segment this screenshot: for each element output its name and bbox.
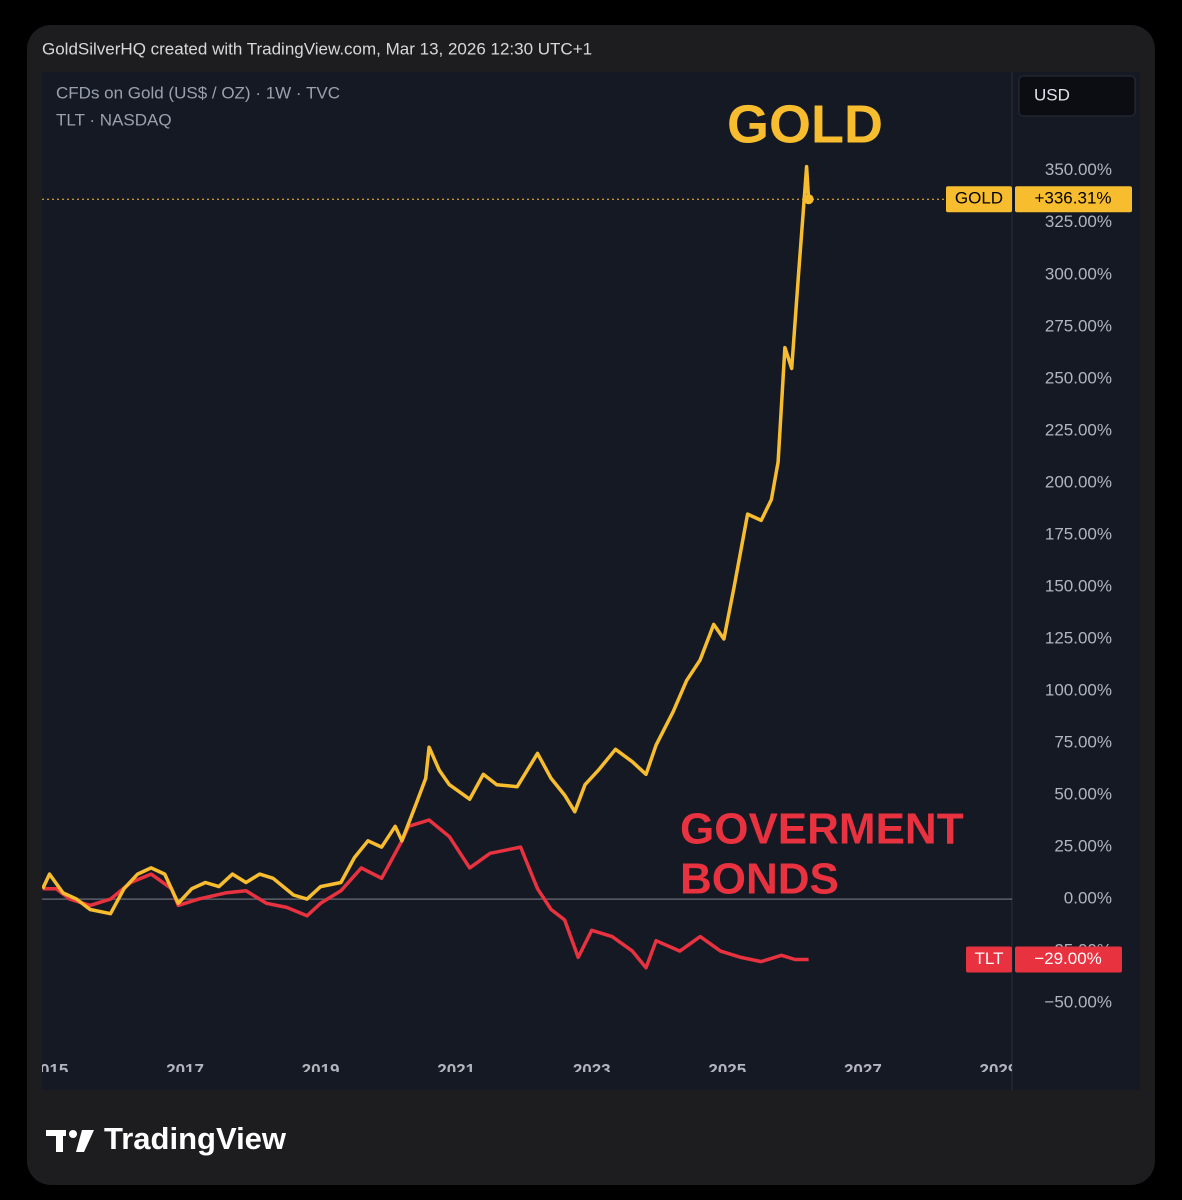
value-badge [1015, 186, 1132, 213]
x-tick-label: 2027 [844, 1060, 882, 1079]
value-badge [1015, 946, 1122, 973]
y-tick-label: 100.00% [1045, 680, 1112, 699]
y-tick-label: 150.00% [1045, 576, 1112, 595]
series-badge [966, 946, 1012, 973]
y-tick-label: 175.00% [1045, 524, 1112, 543]
currency-box[interactable] [1018, 75, 1136, 117]
y-tick-label: 25.00% [1054, 837, 1112, 856]
y-tick-label: 275.00% [1045, 316, 1112, 335]
x-tick-label: 2025 [708, 1060, 746, 1079]
series-line [42, 164, 811, 916]
brand: TradingView [104, 1121, 287, 1156]
y-tick-label: 50.00% [1054, 785, 1112, 804]
series-badge [946, 186, 1012, 213]
value-label: −29.00% [1034, 949, 1102, 968]
symbol-label: TLT · NASDAQ [56, 110, 172, 129]
y-tick-label: 300.00% [1045, 264, 1112, 283]
y-tick-label: 0.00% [1064, 889, 1112, 908]
x-tick-label: 2021 [437, 1060, 475, 1079]
annotation: GOVERMENT [680, 805, 964, 854]
x-tick-label: 2015 [31, 1060, 69, 1079]
header: GoldSilverHQ created with TradingView.co… [42, 39, 592, 58]
y-tick-label: 125.00% [1045, 628, 1112, 647]
annotation: BONDS [680, 855, 839, 904]
x-tick-label: 2023 [573, 1060, 611, 1079]
x-axis: 2015 2017 2019 2021 2023 2025 2027 2029 [31, 1060, 1018, 1079]
brand-logo [46, 1130, 94, 1152]
annotation: GOLD [727, 94, 883, 154]
y-tick-label: 350.00% [1045, 160, 1112, 179]
y-tick-label: 75.00% [1054, 733, 1112, 752]
x-tick-label: 2029 [980, 1060, 1018, 1079]
x-tick-label: 2019 [302, 1060, 340, 1079]
value-label: +336.31% [1034, 189, 1111, 208]
x-tick-label: 2017 [166, 1060, 204, 1079]
currency: USD [1034, 85, 1070, 104]
symbol-label: CFDs on Gold (US$ / OZ) · 1W · TVC [56, 83, 340, 102]
y-tick-label: −50.00% [1044, 993, 1112, 1012]
chart-panel [42, 72, 1140, 1090]
series-name: TLT [975, 949, 1004, 968]
last-point [803, 194, 814, 205]
y-tick-label: 225.00% [1045, 420, 1112, 439]
series-name: GOLD [955, 189, 1003, 208]
y-tick-label: 325.00% [1045, 212, 1112, 231]
y-tick-label: 250.00% [1045, 368, 1112, 387]
y-tick-label: 200.00% [1045, 472, 1112, 491]
